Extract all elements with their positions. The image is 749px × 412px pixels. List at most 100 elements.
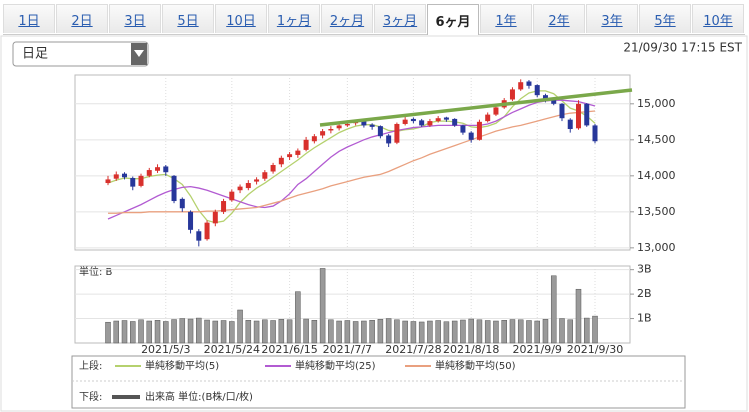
y-tick-label: 14,000 [637, 169, 676, 182]
volume-bar [542, 319, 549, 344]
volume-bar [253, 320, 260, 344]
volume-bar [262, 319, 268, 344]
period-tab[interactable]: 2日 [56, 4, 108, 33]
candle-body [171, 175, 177, 202]
volume-bar [105, 321, 111, 344]
volume-bar [138, 319, 144, 344]
x-tick-label: 2021/8/18 [443, 343, 499, 356]
volume-bar [501, 320, 507, 344]
volume-tick-label: 3B [637, 263, 652, 276]
candle-body [394, 123, 400, 143]
volume-bar [575, 288, 582, 344]
legend-label: 出来高 単位:(B株/口/枚) [145, 390, 253, 403]
volume-bar [146, 320, 153, 344]
period-tab[interactable]: 1年 [480, 4, 532, 33]
candle-body [551, 99, 557, 104]
candle-body [443, 117, 449, 120]
period-tab[interactable]: 2ヶ月 [321, 4, 373, 33]
candle-body [567, 119, 573, 130]
volume-bar [229, 321, 235, 344]
volume-bar [196, 317, 202, 344]
candle-body [311, 136, 317, 142]
select-box[interactable] [12, 41, 149, 67]
moving-average-line [107, 90, 596, 224]
volume-bar [187, 318, 194, 344]
period-tab[interactable]: 10年 [692, 4, 744, 33]
candle-body [212, 211, 218, 224]
volume-bar [270, 320, 276, 344]
candle-body [105, 179, 111, 184]
volume-bar [550, 275, 557, 344]
candle-body [518, 82, 524, 90]
legend-box [71, 355, 686, 409]
candle-body [295, 150, 301, 155]
candle-body [262, 172, 268, 179]
candle-body [221, 201, 227, 212]
candle-body [386, 135, 392, 144]
volume-bar [567, 319, 573, 344]
volume-bar [526, 320, 532, 344]
period-tab[interactable]: 10日 [215, 4, 267, 33]
y-tick-label: 13,000 [637, 241, 676, 254]
period-tab[interactable]: 1ヶ月 [268, 4, 320, 33]
period-tab[interactable]: 3日 [109, 4, 161, 33]
volume-bar [377, 319, 384, 344]
volume-bar [336, 320, 342, 344]
candle-body [320, 131, 326, 136]
period-tab[interactable]: 3ヶ月 [374, 4, 426, 33]
volume-bar [319, 268, 326, 344]
legend-label: 単純移動平均(50) [435, 359, 516, 372]
candle-body [592, 125, 598, 142]
volume-bar [534, 320, 540, 344]
volume-unit: 単位: B [79, 265, 113, 278]
candle-body [303, 139, 309, 150]
candle-body [427, 121, 433, 126]
period-tab[interactable]: 2年 [533, 4, 585, 33]
volume-bar [295, 291, 301, 344]
volume-bar [484, 320, 491, 344]
period-tab[interactable]: 5日 [162, 4, 214, 33]
moving-average-line [108, 110, 596, 214]
price-panel [74, 74, 631, 251]
x-tick-label: 2021/5/3 [141, 343, 190, 356]
x-tick-label: 2021/7/28 [385, 343, 441, 356]
period-tab[interactable]: 3年 [586, 4, 638, 33]
volume-tick-label: 2B [637, 287, 652, 300]
candle-body [254, 179, 260, 182]
volume-bar [311, 320, 318, 344]
timeframe-select[interactable]: 日足 [12, 41, 149, 67]
x-tick-label: 2021/7/7 [323, 343, 372, 356]
volume-panel [74, 265, 631, 344]
volume-bar [451, 320, 458, 344]
candle-body [179, 198, 185, 209]
candle-body [204, 222, 210, 240]
candle-body [113, 174, 119, 179]
volume-bar [418, 321, 425, 344]
candle-body [130, 177, 136, 187]
volume-bar [286, 319, 293, 344]
candle-body [163, 166, 169, 173]
period-tab[interactable]: 5年 [639, 4, 691, 33]
volume-bar [163, 321, 169, 344]
legend-label: 単純移動平均(5) [145, 359, 219, 372]
select-value[interactable]: 日足 [22, 47, 48, 62]
trend-line [319, 88, 633, 127]
candle-body [559, 103, 565, 119]
volume-bar [352, 321, 359, 344]
volume-bar [460, 319, 466, 344]
volume-bar [361, 320, 367, 344]
candle-body [229, 191, 235, 201]
volume-bar [212, 320, 219, 344]
volume-bar [394, 319, 400, 344]
period-tab[interactable]: 6ヶ月 [427, 4, 479, 35]
volume-tick-label: 1B [637, 312, 652, 325]
candle-body [485, 114, 491, 122]
volume-bar [583, 317, 590, 344]
candle-body [336, 125, 342, 129]
period-tab[interactable]: 1日 [3, 4, 55, 33]
candle-body [196, 231, 202, 241]
candle-body [188, 211, 194, 230]
x-tick-label: 2021/6/15 [261, 343, 317, 356]
x-tick-label: 2021/9/30 [567, 343, 623, 356]
candle-body [526, 81, 532, 86]
